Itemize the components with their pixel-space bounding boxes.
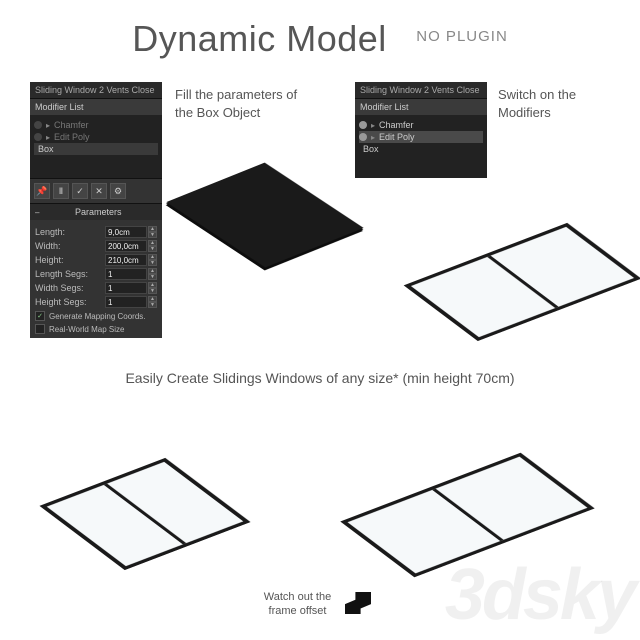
real-world-label: Real-World Map Size bbox=[49, 325, 124, 334]
make-unique-icon[interactable]: ✓ bbox=[72, 183, 88, 199]
height-segs-label: Height Segs: bbox=[35, 297, 87, 307]
height-segs-input[interactable] bbox=[105, 296, 147, 308]
length-label: Length: bbox=[35, 227, 65, 237]
rollout-label: Parameters bbox=[75, 207, 122, 217]
spinner-down-icon[interactable]: ▼ bbox=[148, 288, 157, 294]
box-preview bbox=[205, 140, 325, 290]
spinner-down-icon[interactable]: ▼ bbox=[148, 260, 157, 266]
window-preview-b bbox=[70, 445, 220, 583]
caption-mid: Easily Create Slidings Windows of any si… bbox=[0, 370, 640, 386]
page-title: Dynamic Model bbox=[132, 18, 387, 60]
remove-modifier-icon[interactable]: ✕ bbox=[91, 183, 107, 199]
modifier-panel-right: Sliding Window 2 Vents Close Modifier Li… bbox=[355, 82, 487, 178]
pin-stack-icon[interactable]: 📌 bbox=[34, 183, 50, 199]
modifier-stack[interactable]: ▸Chamfer ▸Edit Poly Box bbox=[30, 116, 162, 178]
width-segs-input[interactable] bbox=[105, 282, 147, 294]
modifier-label: Box bbox=[359, 144, 379, 154]
caption-right: Switch on the Modifiers bbox=[498, 86, 618, 121]
real-world-checkbox[interactable] bbox=[35, 324, 45, 334]
modifier-list-dropdown[interactable]: Modifier List bbox=[355, 99, 487, 116]
spinner-down-icon[interactable]: ▼ bbox=[148, 232, 157, 238]
modifier-list-dropdown[interactable]: Modifier List bbox=[30, 99, 162, 116]
width-input[interactable] bbox=[105, 240, 147, 252]
panel-title: Sliding Window 2 Vents Close bbox=[30, 82, 162, 99]
caption-left: Fill the parameters of the Box Object bbox=[175, 86, 315, 121]
modifier-label: Box bbox=[34, 144, 54, 154]
modifier-label: Chamfer bbox=[379, 120, 414, 130]
spinner-down-icon[interactable]: ▼ bbox=[148, 274, 157, 280]
length-segs-input[interactable] bbox=[105, 268, 147, 280]
show-end-result-icon[interactable]: Ⅱ bbox=[53, 183, 69, 199]
configure-sets-icon[interactable]: ⚙ bbox=[110, 183, 126, 199]
length-segs-label: Length Segs: bbox=[35, 269, 88, 279]
spinner-down-icon[interactable]: ▼ bbox=[148, 302, 157, 308]
modifier-row: ▸Chamfer bbox=[34, 119, 158, 131]
modifier-toolbar: 📌 Ⅱ ✓ ✕ ⚙ bbox=[30, 178, 162, 203]
length-input[interactable] bbox=[105, 226, 147, 238]
modifier-stack[interactable]: ▸Chamfer ▸Edit Poly Box bbox=[355, 116, 487, 178]
panel-title: Sliding Window 2 Vents Close bbox=[355, 82, 487, 99]
height-label: Height: bbox=[35, 255, 64, 265]
visibility-toggle-icon[interactable] bbox=[34, 121, 42, 129]
modifier-row: ▸Edit Poly bbox=[34, 131, 158, 143]
window-preview-a bbox=[425, 222, 620, 342]
window-preview-c bbox=[360, 455, 575, 575]
visibility-toggle-icon[interactable] bbox=[359, 133, 367, 141]
modifier-panel-left: Sliding Window 2 Vents Close Modifier Li… bbox=[30, 82, 162, 338]
modifier-label: Edit Poly bbox=[54, 132, 90, 142]
visibility-toggle-icon[interactable] bbox=[34, 133, 42, 141]
modifier-row: Box bbox=[34, 143, 158, 155]
modifier-row: ▸Edit Poly bbox=[359, 131, 483, 143]
parameters-rollout-header[interactable]: – Parameters bbox=[30, 203, 162, 220]
modifier-row: ▸Chamfer bbox=[359, 119, 483, 131]
spinner-down-icon[interactable]: ▼ bbox=[148, 246, 157, 252]
parameters-rollout: Length:▲▼ Width:▲▼ Height:▲▼ Length Segs… bbox=[30, 220, 162, 338]
modifier-label: Chamfer bbox=[54, 120, 89, 130]
caption-offset: Watch out the frame offset bbox=[250, 590, 345, 619]
modifier-row: Box bbox=[359, 143, 483, 155]
gen-mapping-label: Generate Mapping Coords. bbox=[49, 312, 146, 321]
modifier-label: Edit Poly bbox=[379, 132, 415, 142]
frame-offset-icon bbox=[345, 592, 371, 614]
page-subtitle: NO PLUGIN bbox=[416, 28, 508, 45]
gen-mapping-checkbox[interactable]: ✓ bbox=[35, 311, 45, 321]
height-input[interactable] bbox=[105, 254, 147, 266]
width-segs-label: Width Segs: bbox=[35, 283, 84, 293]
width-label: Width: bbox=[35, 241, 61, 251]
visibility-toggle-icon[interactable] bbox=[359, 121, 367, 129]
